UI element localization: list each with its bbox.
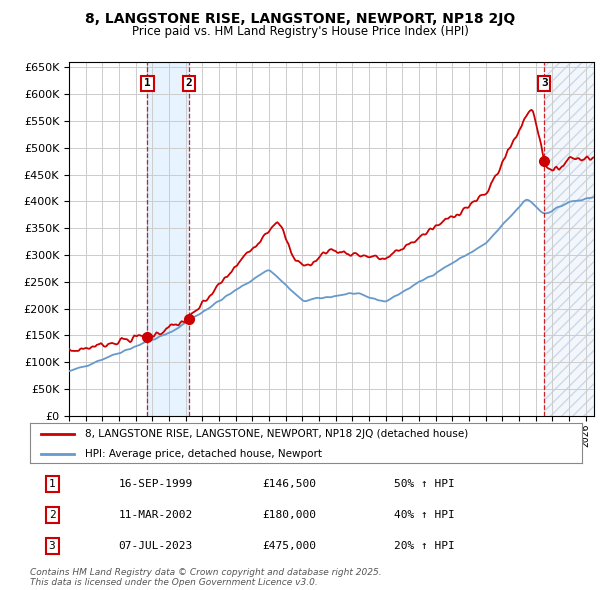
Text: 2: 2 [185, 78, 192, 88]
Text: 11-MAR-2002: 11-MAR-2002 [118, 510, 193, 520]
Text: Contains HM Land Registry data © Crown copyright and database right 2025.
This d: Contains HM Land Registry data © Crown c… [30, 568, 382, 587]
Text: 16-SEP-1999: 16-SEP-1999 [118, 478, 193, 489]
Text: 2: 2 [49, 510, 55, 520]
Text: 8, LANGSTONE RISE, LANGSTONE, NEWPORT, NP18 2JQ (detached house): 8, LANGSTONE RISE, LANGSTONE, NEWPORT, N… [85, 430, 469, 440]
Text: 1: 1 [144, 78, 151, 88]
Text: 20% ↑ HPI: 20% ↑ HPI [394, 541, 455, 551]
Text: £146,500: £146,500 [262, 478, 316, 489]
Bar [148, 62, 189, 416]
Text: 40% ↑ HPI: 40% ↑ HPI [394, 510, 455, 520]
Text: 50% ↑ HPI: 50% ↑ HPI [394, 478, 455, 489]
Text: HPI: Average price, detached house, Newport: HPI: Average price, detached house, Newp… [85, 450, 322, 460]
Bar [544, 62, 594, 416]
Text: £180,000: £180,000 [262, 510, 316, 520]
Text: 8, LANGSTONE RISE, LANGSTONE, NEWPORT, NP18 2JQ: 8, LANGSTONE RISE, LANGSTONE, NEWPORT, N… [85, 12, 515, 26]
Text: 07-JUL-2023: 07-JUL-2023 [118, 541, 193, 551]
Text: 3: 3 [49, 541, 55, 551]
Text: 3: 3 [541, 78, 548, 88]
Text: 1: 1 [49, 478, 55, 489]
Text: Price paid vs. HM Land Registry's House Price Index (HPI): Price paid vs. HM Land Registry's House … [131, 25, 469, 38]
Bar [544, 62, 594, 416]
Text: £475,000: £475,000 [262, 541, 316, 551]
